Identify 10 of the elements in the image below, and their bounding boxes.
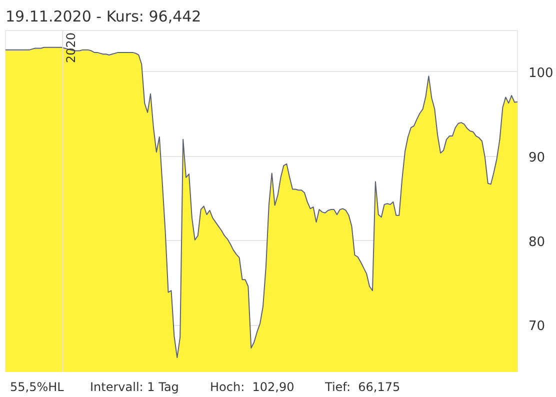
text: 55,5%HL — [10, 379, 64, 396]
chart-title: 19.11.2020 - Kurs: 96,442 — [6, 8, 202, 26]
annotation: 2020 — [64, 32, 78, 64]
text: Hoch: 102,90 — [210, 379, 294, 396]
y-tick-label: 80 — [528, 234, 546, 250]
text: Intervall: 1 Tag — [90, 379, 179, 396]
text: Tief: 66,175 — [325, 379, 400, 396]
y-tick-label: 90 — [528, 150, 546, 166]
y-tick-label: 70 — [528, 319, 546, 334]
y-tick-label: 100 — [528, 66, 554, 81]
